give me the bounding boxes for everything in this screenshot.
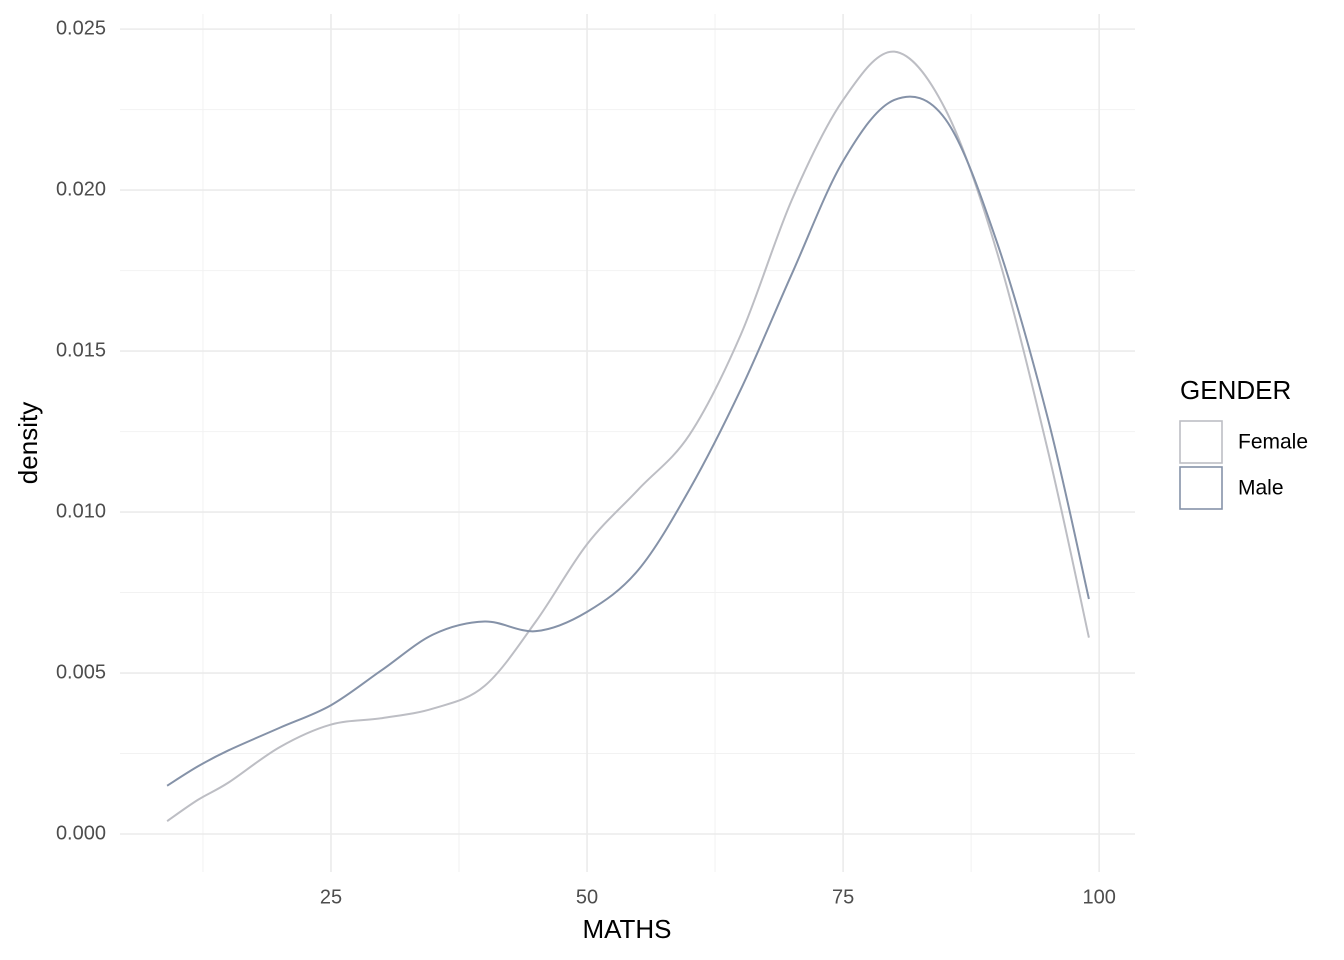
y-tick-label: 0.025 (56, 17, 106, 39)
x-tick-label: 100 (1082, 886, 1115, 908)
y-tick-label: 0.000 (56, 822, 106, 844)
legend-key (1179, 466, 1223, 510)
legend-key (1179, 420, 1223, 464)
y-axis-title: density (13, 402, 43, 484)
y-tick-label: 0.005 (56, 661, 106, 683)
y-tick-label: 0.010 (56, 500, 106, 522)
x-tick-label: 50 (576, 886, 598, 908)
plot-lines (166, 50, 1090, 822)
grid (120, 14, 1135, 872)
legend-title: GENDER (1180, 375, 1291, 405)
x-axis-title: MATHS (582, 914, 671, 944)
x-tick-label: 25 (320, 886, 342, 908)
density-line (166, 50, 1090, 822)
legend-label: Female (1238, 431, 1308, 454)
y-tick-label: 0.015 (56, 339, 106, 361)
y-tick-label: 0.020 (56, 178, 106, 200)
legend-label: Male (1238, 477, 1284, 500)
legend: Female Male (1179, 420, 1308, 510)
density-line (166, 95, 1090, 787)
x-tick-label: 75 (832, 886, 854, 908)
